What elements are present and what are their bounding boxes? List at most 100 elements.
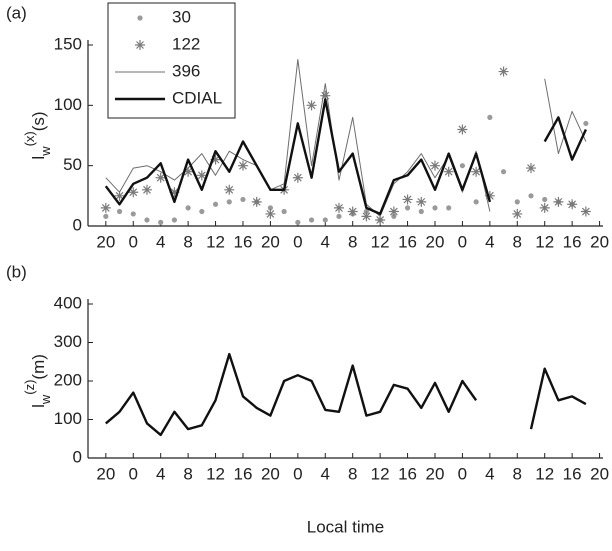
x-tick-label: 20	[426, 464, 445, 483]
asterisk-marker	[402, 194, 413, 205]
dot-marker	[473, 199, 479, 205]
y-label-unit: (m)	[29, 354, 48, 379]
asterisk-marker	[320, 90, 331, 101]
asterisk-marker	[292, 172, 303, 183]
x-tick-label: 16	[398, 232, 417, 251]
asterisk-marker	[237, 160, 248, 171]
asterisk-marker	[128, 187, 139, 198]
x-tick-label: 4	[156, 232, 165, 251]
asterisk-marker	[471, 166, 482, 177]
dot-marker	[103, 213, 109, 219]
asterisk-marker	[580, 206, 591, 217]
asterisk-marker	[375, 214, 386, 225]
y-axis-label: lw(z)(m)	[22, 354, 53, 408]
x-tick-label: 16	[398, 464, 417, 483]
y-tick-label: 400	[54, 293, 82, 312]
dot-marker	[158, 219, 164, 225]
series-line	[105, 59, 587, 217]
asterisk-marker	[498, 66, 509, 77]
x-tick-label: 0	[458, 464, 467, 483]
x-tick-label: 4	[485, 464, 494, 483]
asterisk-marker	[484, 190, 495, 201]
dot-marker	[199, 208, 205, 215]
y-tick-label: 150	[54, 34, 82, 53]
x-tick-label: 0	[293, 232, 302, 251]
x-tick-label: 12	[206, 464, 225, 483]
x-tick-label: 4	[156, 464, 165, 483]
dot-marker	[446, 205, 452, 211]
y-axis-label: lw(x)(s)	[22, 111, 53, 159]
series-line	[104, 98, 587, 216]
asterisk-marker	[416, 196, 427, 207]
asterisk-marker	[347, 206, 358, 217]
dot-marker	[295, 219, 301, 225]
legend-symbol	[135, 40, 145, 50]
x-tick-label: 16	[234, 464, 253, 483]
x-tick-label: 20	[261, 464, 280, 483]
asterisk-marker	[210, 154, 221, 165]
dot-marker	[240, 196, 246, 203]
x-tick-label: 20	[96, 464, 115, 483]
y-label-main: l	[29, 156, 48, 160]
x-tick-label: 8	[183, 464, 192, 483]
dot-marker	[130, 211, 136, 217]
dot-marker	[185, 205, 191, 211]
x-tick-label: 0	[293, 464, 302, 483]
x-tick-label: 16	[563, 464, 582, 483]
y-tick-label: 0	[73, 215, 82, 234]
x-tick-label: 8	[513, 232, 522, 251]
x-axis-label: Local time	[307, 517, 384, 536]
asterisk-marker	[429, 160, 440, 171]
asterisk-marker	[443, 166, 454, 177]
x-tick-label: 4	[321, 232, 330, 251]
y-tick-label: 100	[54, 95, 82, 114]
dot-marker	[514, 199, 520, 205]
x-tick-label: 12	[535, 232, 554, 251]
x-tick-label: 12	[371, 464, 390, 483]
asterisk-marker	[251, 196, 262, 207]
x-tick-label: 12	[371, 232, 390, 251]
dot-marker	[418, 208, 424, 215]
legend-label: 30	[172, 7, 191, 26]
x-tick-label: 8	[348, 464, 357, 483]
dot-marker	[281, 208, 287, 215]
legend-label: CDIAL	[172, 88, 222, 107]
y-label-sup: (x)	[22, 131, 37, 146]
asterisk-marker	[265, 208, 276, 219]
asterisk-marker	[155, 172, 166, 183]
dot-marker	[322, 217, 328, 223]
x-tick-label: 12	[535, 464, 554, 483]
asterisk-marker	[169, 187, 180, 198]
x-tick-label: 12	[206, 232, 225, 251]
y-tick-label: 0	[73, 447, 82, 466]
x-tick-label: 0	[458, 232, 467, 251]
x-tick-label: 20	[261, 232, 280, 251]
dot-marker	[308, 217, 315, 223]
dot-marker	[583, 120, 589, 127]
x-tick-label: 8	[183, 232, 192, 251]
x-tick-label: 8	[348, 232, 357, 251]
x-tick-label: 4	[485, 232, 494, 251]
y-tick-label: 300	[54, 332, 82, 351]
asterisk-marker	[553, 196, 564, 207]
panel-label: (b)	[6, 262, 27, 281]
x-tick-label: 16	[234, 232, 253, 251]
asterisk-marker	[196, 170, 207, 181]
y-label-sup: (z)	[22, 380, 37, 395]
asterisk-marker	[525, 163, 536, 174]
series-line	[105, 352, 587, 437]
legend-label: 122	[172, 34, 200, 53]
x-tick-label: 16	[563, 232, 582, 251]
dot-marker	[226, 199, 232, 205]
y-label-sub: w	[38, 394, 53, 405]
dot-marker	[144, 217, 150, 223]
dot-marker	[404, 205, 411, 211]
asterisk-marker	[224, 184, 235, 195]
dot-marker	[528, 193, 534, 199]
asterisk-marker	[457, 124, 468, 135]
dot-marker	[542, 196, 548, 203]
legend-label: 396	[172, 61, 200, 80]
y-label-sub: w	[38, 146, 53, 157]
dot-marker	[459, 163, 466, 169]
